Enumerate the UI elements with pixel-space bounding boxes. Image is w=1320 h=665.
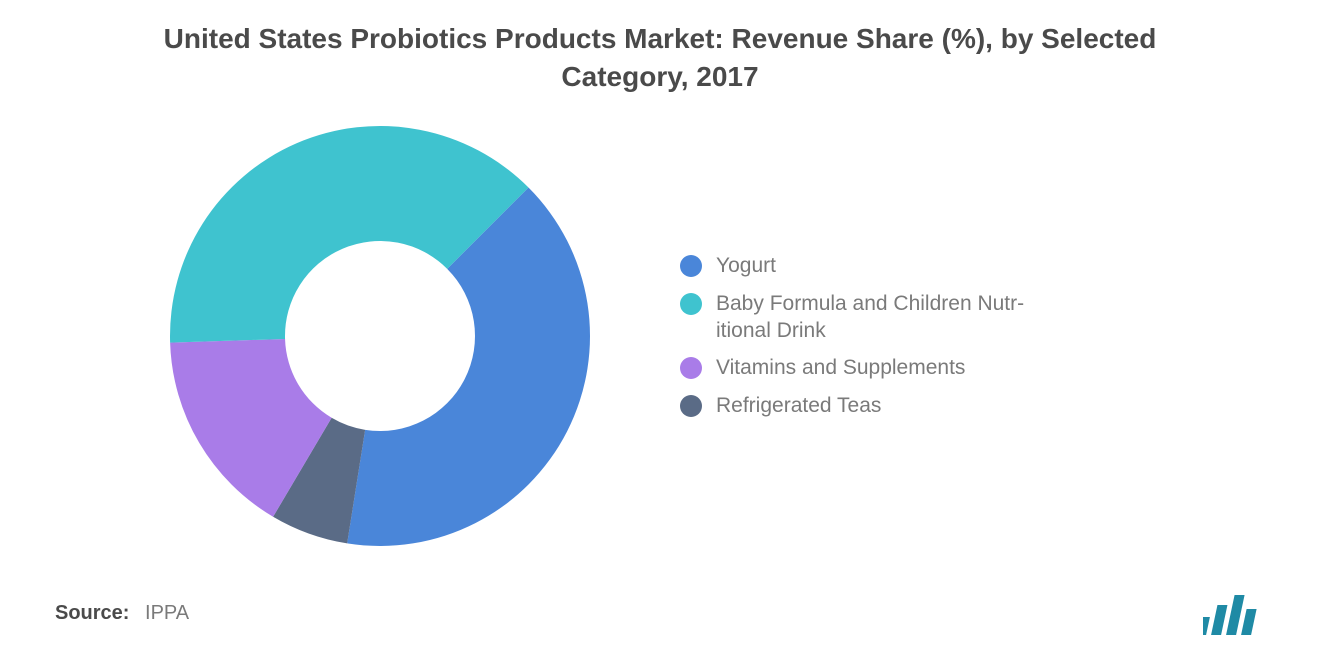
legend-item: Baby Formula and Children Nutr-itional D… bbox=[680, 290, 1024, 345]
donut-chart bbox=[160, 116, 600, 556]
mi-logo-icon bbox=[1203, 593, 1265, 637]
legend-item: Refrigerated Teas bbox=[680, 392, 1024, 419]
source-value: IPPA bbox=[145, 602, 189, 624]
legend-swatch-icon bbox=[680, 293, 702, 315]
legend-label: Vitamins and Supplements bbox=[716, 354, 965, 381]
chart-title: United States Probiotics Products Market… bbox=[110, 20, 1210, 96]
legend-label: Baby Formula and Children Nutr-itional D… bbox=[716, 290, 1024, 345]
legend: Yogurt Baby Formula and Children Nutr-iti… bbox=[680, 252, 1024, 418]
legend-swatch-icon bbox=[680, 395, 702, 417]
legend-swatch-icon bbox=[680, 357, 702, 379]
source-line: Source: IPPA bbox=[55, 602, 189, 625]
source-label: Source: bbox=[55, 602, 129, 624]
legend-item: Vitamins and Supplements bbox=[680, 354, 1024, 381]
legend-item: Yogurt bbox=[680, 252, 1024, 279]
chart-area: Yogurt Baby Formula and Children Nutr-iti… bbox=[40, 116, 1280, 556]
legend-swatch-icon bbox=[680, 255, 702, 277]
legend-label: Yogurt bbox=[716, 252, 776, 279]
legend-label: Refrigerated Teas bbox=[716, 392, 881, 419]
